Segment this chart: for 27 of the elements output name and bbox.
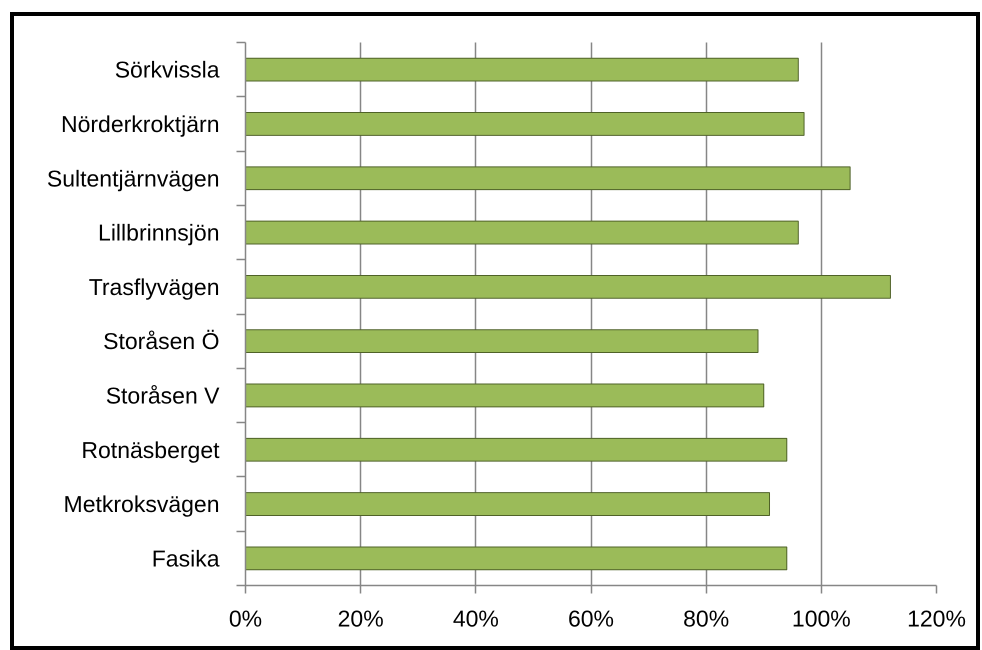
- bar: [246, 58, 799, 82]
- y-tick-label: Storåsen V: [106, 382, 220, 408]
- bar: [246, 438, 788, 462]
- y-tick-label: Storåsen Ö: [103, 328, 220, 354]
- x-tick-label: 40%: [452, 606, 499, 632]
- bar: [246, 220, 799, 244]
- x-tick-label: 0%: [228, 606, 262, 632]
- x-tick-label: 80%: [683, 606, 730, 632]
- y-tick-label: Rotnäsberget: [81, 436, 220, 463]
- bar: [246, 384, 764, 408]
- y-tick-label: Sörkvissla: [114, 56, 220, 83]
- bar: [246, 492, 770, 516]
- y-tick-label: Nörderkroktjärn: [61, 110, 220, 137]
- y-tick-label: Fasika: [152, 545, 220, 572]
- bar: [246, 166, 851, 190]
- y-tick-label: Lillbrinnsjön: [98, 220, 220, 246]
- x-tick-label: 120%: [907, 606, 966, 632]
- y-tick-label: Sultentjärnvägen: [46, 165, 220, 192]
- bar: [246, 112, 805, 136]
- x-tick-label: 20%: [338, 606, 384, 632]
- bar: [246, 546, 788, 570]
- x-tick-label: 60%: [568, 606, 614, 632]
- x-tick-label: 100%: [792, 606, 851, 632]
- bar: [246, 274, 891, 299]
- y-tick-label: Trasflyvägen: [88, 274, 220, 300]
- y-tick-label: Metkroksvägen: [64, 491, 220, 518]
- bar: [246, 329, 758, 354]
